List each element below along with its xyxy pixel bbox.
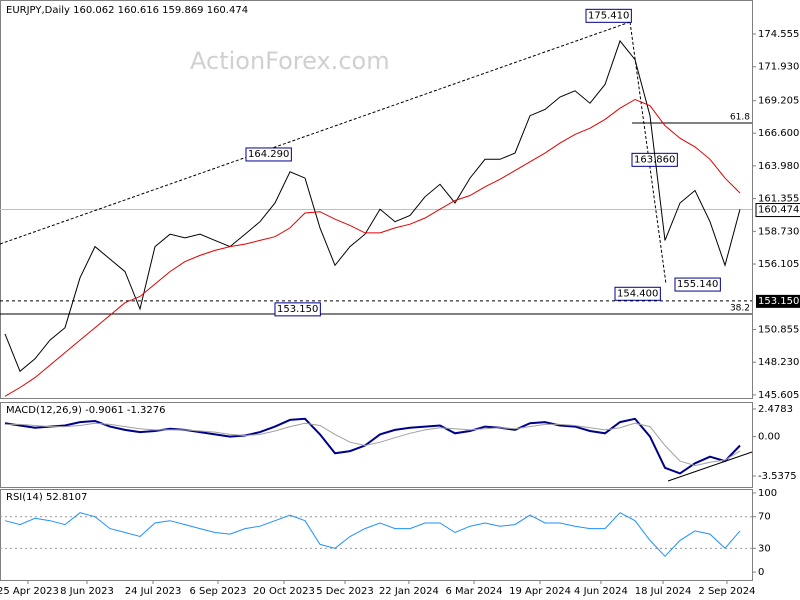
y-tick-label: 174.555 bbox=[758, 29, 799, 40]
y-tick-label: 161.355 bbox=[758, 194, 799, 205]
label-box bbox=[245, 147, 292, 162]
label-box bbox=[674, 277, 721, 292]
panel-frame bbox=[0, 402, 753, 488]
annotation: 164.290 bbox=[248, 149, 289, 160]
y-tick-label: 169.205 bbox=[758, 96, 799, 107]
y-tick-label: 166.600 bbox=[758, 128, 799, 139]
series-line bbox=[4, 417, 741, 475]
annotation: 163.860 bbox=[634, 154, 675, 165]
x-tick-label: 20 Oct 2023 bbox=[253, 586, 315, 597]
y-tick-label: 145.605 bbox=[758, 390, 799, 401]
trendline bbox=[667, 451, 753, 482]
label-box bbox=[756, 294, 800, 308]
x-tick-label: 4 Jun 2024 bbox=[574, 586, 628, 597]
panel-title: RSI(14) 52.8107 bbox=[6, 492, 87, 503]
watermark: ActionForex.com bbox=[190, 47, 390, 75]
series-line bbox=[5, 422, 741, 467]
y-tick-label: 30 bbox=[758, 543, 771, 554]
series-line bbox=[4, 39, 741, 373]
y-tick-label: 150.855 bbox=[758, 324, 799, 335]
support-label: 153.150 bbox=[758, 296, 799, 307]
fib-label: 38.2 bbox=[730, 303, 750, 313]
label-box bbox=[274, 302, 321, 317]
chart-title: EURJPY,Daily 160.062 160.616 159.869 160… bbox=[6, 5, 248, 16]
x-tick-label: 19 Apr 2024 bbox=[509, 586, 571, 597]
annotation: 155.140 bbox=[677, 279, 718, 290]
x-tick-label: 25 Apr 2023 bbox=[0, 586, 59, 597]
last-price-label: 160.474 bbox=[758, 205, 799, 216]
x-tick-label: 22 Jan 2024 bbox=[379, 586, 439, 597]
x-tick-label: 18 Jul 2024 bbox=[635, 586, 692, 597]
fib-label: 61.8 bbox=[730, 112, 750, 122]
series-line bbox=[4, 512, 741, 558]
y-tick-label: 0.00 bbox=[758, 432, 780, 443]
x-tick-label: 6 Sep 2023 bbox=[189, 586, 246, 597]
annotation: 153.150 bbox=[277, 304, 318, 315]
x-tick-label: 8 Jun 2023 bbox=[60, 586, 114, 597]
y-tick-label: 148.230 bbox=[758, 357, 799, 368]
y-tick-label: 70 bbox=[758, 512, 771, 523]
y-tick-label: 158.730 bbox=[758, 226, 799, 237]
x-tick-label: 24 Jul 2023 bbox=[125, 586, 182, 597]
y-tick-label: 2.4783 bbox=[758, 404, 793, 415]
x-tick-label: 6 Mar 2024 bbox=[446, 586, 503, 597]
x-tick-label: 2 Sep 2024 bbox=[698, 586, 755, 597]
y-tick-label: 171.930 bbox=[758, 62, 799, 73]
annotation: 154.400 bbox=[617, 288, 658, 299]
panel-frame bbox=[0, 489, 753, 581]
panel-frame bbox=[0, 0, 753, 399]
y-tick-label: 0 bbox=[758, 567, 764, 578]
y-tick-label: 163.980 bbox=[758, 161, 799, 172]
y-tick-label: -3.5375 bbox=[758, 471, 797, 482]
y-tick-label: 156.105 bbox=[758, 259, 799, 270]
annotation: 175.410 bbox=[588, 10, 629, 21]
label-box bbox=[755, 203, 800, 218]
y-tick-label: 100 bbox=[758, 488, 777, 499]
label-box bbox=[614, 286, 661, 301]
panel-title: MACD(12,26,9) -0.9061 -1.3276 bbox=[6, 405, 166, 416]
x-tick-label: 5 Dec 2023 bbox=[316, 586, 374, 597]
trendline bbox=[0, 21, 631, 245]
label-box bbox=[585, 8, 632, 23]
series-line bbox=[4, 98, 741, 397]
